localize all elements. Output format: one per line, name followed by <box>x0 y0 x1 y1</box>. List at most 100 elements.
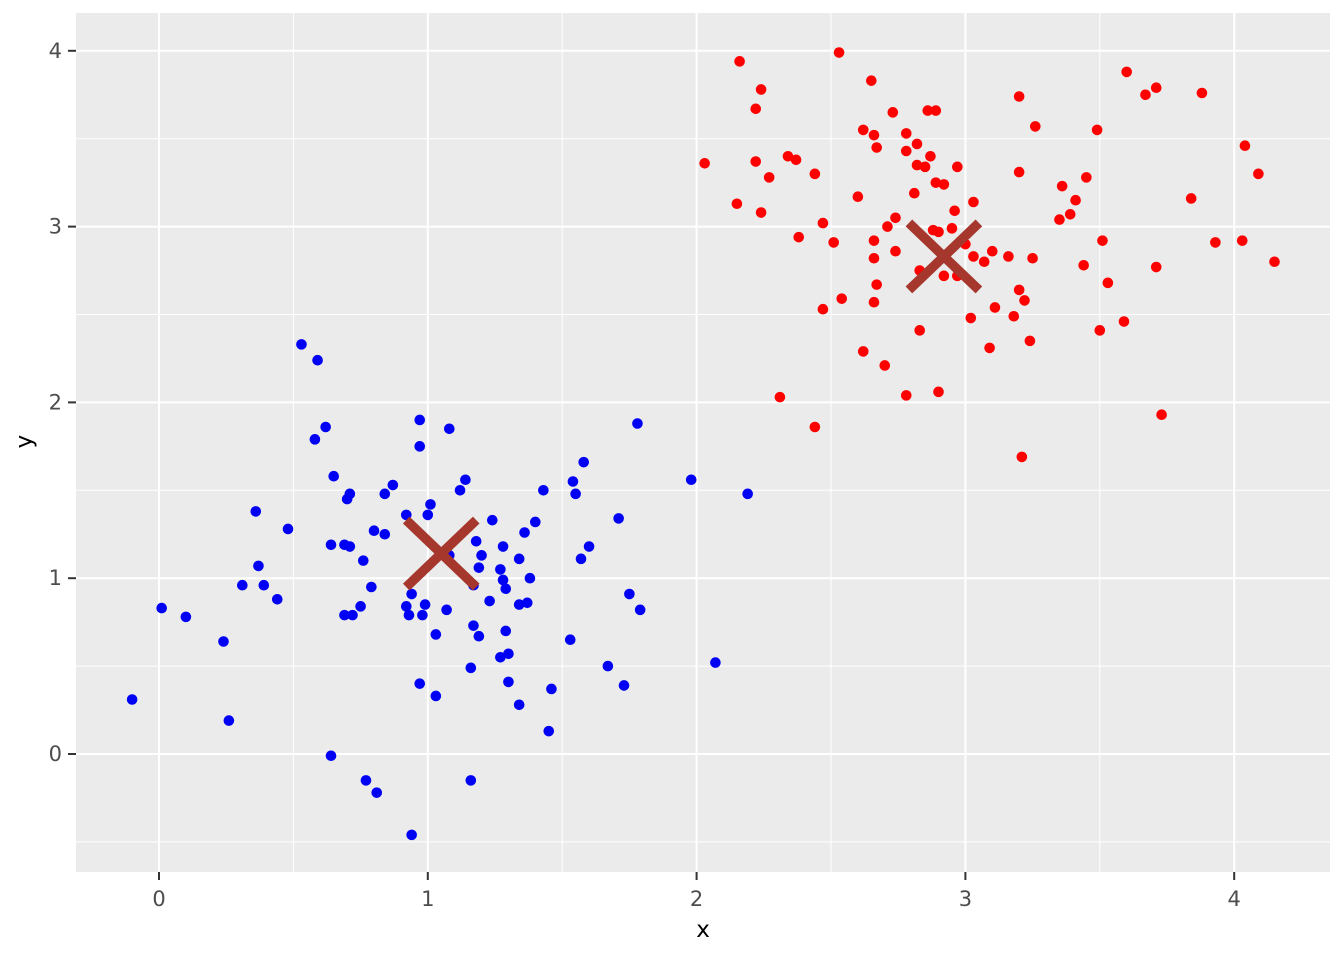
data-point-cluster-blue <box>250 506 262 517</box>
data-point-cluster-red <box>900 128 912 139</box>
data-point-cluster-blue <box>414 414 426 426</box>
data-point-cluster-blue <box>468 620 479 631</box>
data-point-cluster-red <box>866 75 877 86</box>
y-tick-label: 4 <box>49 39 62 63</box>
data-point-cluster-red <box>1236 235 1248 246</box>
data-point-cluster-red <box>933 226 944 238</box>
data-point-cluster-red <box>938 270 950 282</box>
data-point-cluster-blue <box>218 636 229 647</box>
data-point-cluster-blue <box>360 775 372 786</box>
x-tick-label: 0 <box>152 887 165 911</box>
data-point-cluster-blue <box>567 476 579 487</box>
data-point-cluster-blue <box>430 690 442 702</box>
data-point-cluster-blue <box>495 652 506 663</box>
y-tick-label: 3 <box>49 215 62 239</box>
data-point-cluster-red <box>857 124 869 136</box>
data-point-cluster-blue <box>500 583 512 595</box>
data-point-cluster-blue <box>328 470 340 482</box>
data-point-cluster-blue <box>320 421 331 433</box>
data-point-cluster-red <box>1064 208 1076 220</box>
data-point-cluster-red <box>1156 409 1167 421</box>
data-point-cluster-red <box>952 161 963 173</box>
data-point-cluster-red <box>984 342 995 354</box>
data-point-cluster-red <box>852 191 864 203</box>
data-point-cluster-red <box>882 221 893 232</box>
x-tick-label: 1 <box>421 887 434 911</box>
data-point-cluster-blue <box>575 553 587 565</box>
data-point-cluster-red <box>763 172 775 183</box>
data-point-cluster-blue <box>366 581 377 593</box>
data-point-cluster-blue <box>487 514 498 526</box>
data-point-cluster-red <box>968 251 979 262</box>
data-point-cluster-blue <box>465 775 477 786</box>
data-point-cluster-blue <box>425 499 436 510</box>
data-point-cluster-blue <box>685 474 697 486</box>
centroid-x-marker <box>905 219 983 294</box>
data-point-cluster-red <box>1013 284 1025 296</box>
data-point-cluster-red <box>1013 91 1025 102</box>
data-point-cluster-red <box>782 150 794 162</box>
data-point-cluster-red <box>949 205 960 217</box>
data-point-cluster-blue <box>710 657 721 668</box>
data-point-cluster-blue <box>624 588 635 600</box>
data-point-cluster-blue <box>634 604 646 616</box>
data-point-cluster-blue <box>379 528 391 540</box>
data-point-cluster-blue <box>476 550 487 561</box>
data-point-cluster-blue <box>253 560 264 572</box>
data-point-cluster-blue <box>570 488 581 500</box>
data-point-cluster-red <box>836 293 848 304</box>
x-axis-title-text: x <box>696 917 710 943</box>
data-point-cluster-blue <box>473 562 485 573</box>
data-point-cluster-blue <box>325 750 337 762</box>
data-point-cluster-red <box>817 217 829 229</box>
data-point-cluster-blue <box>282 523 294 535</box>
data-point-cluster-blue <box>564 634 576 646</box>
data-point-cluster-blue <box>126 694 138 705</box>
data-point-cluster-blue <box>400 601 412 612</box>
data-point-cluster-blue <box>444 423 455 435</box>
data-point-cluster-blue <box>543 725 555 737</box>
data-point-cluster-red <box>968 196 979 208</box>
y-axis-title: y <box>11 435 37 449</box>
data-point-cluster-red <box>1102 277 1114 289</box>
data-point-cluster-red <box>1185 193 1197 204</box>
data-point-cluster-red <box>900 145 912 157</box>
data-point-cluster-blue <box>368 525 380 537</box>
data-point-cluster-red <box>1027 252 1038 264</box>
y-tick-label: 0 <box>49 742 62 766</box>
data-point-cluster-blue <box>497 574 509 586</box>
data-point-cluster-red <box>1097 235 1108 246</box>
data-point-cluster-red <box>1054 214 1065 225</box>
data-point-cluster-red <box>793 231 805 243</box>
data-point-cluster-blue <box>524 572 536 584</box>
data-point-cluster-blue <box>495 564 506 575</box>
data-point-cluster-red <box>833 47 845 58</box>
data-point-cluster-red <box>868 252 880 264</box>
data-point-cluster-red <box>1056 180 1068 192</box>
data-point-cluster-red <box>1150 261 1162 273</box>
data-point-cluster-blue <box>430 629 442 640</box>
x-axis-title: x <box>0 919 1344 942</box>
data-point-cluster-red <box>911 138 923 150</box>
data-point-cluster-red <box>890 245 901 257</box>
data-point-cluster-red <box>868 129 880 141</box>
x-tick-label: 3 <box>959 887 972 911</box>
data-point-cluster-red <box>986 245 998 257</box>
data-point-cluster-blue <box>422 509 434 521</box>
data-point-cluster-red <box>1013 166 1025 178</box>
data-point-cluster-red <box>1016 451 1028 463</box>
data-point-cluster-blue <box>546 683 557 695</box>
data-point-cluster-red <box>887 107 899 118</box>
data-point-cluster-red <box>938 179 950 190</box>
data-point-cluster-red <box>1019 295 1030 306</box>
data-point-cluster-red <box>933 386 944 398</box>
data-point-cluster-blue <box>503 676 514 688</box>
data-point-cluster-red <box>989 302 1001 313</box>
data-point-cluster-red <box>911 159 923 171</box>
data-point-cluster-blue <box>513 699 525 711</box>
data-point-cluster-red <box>1008 310 1020 322</box>
data-point-cluster-red <box>755 207 767 218</box>
data-point-cluster-red <box>914 325 926 336</box>
